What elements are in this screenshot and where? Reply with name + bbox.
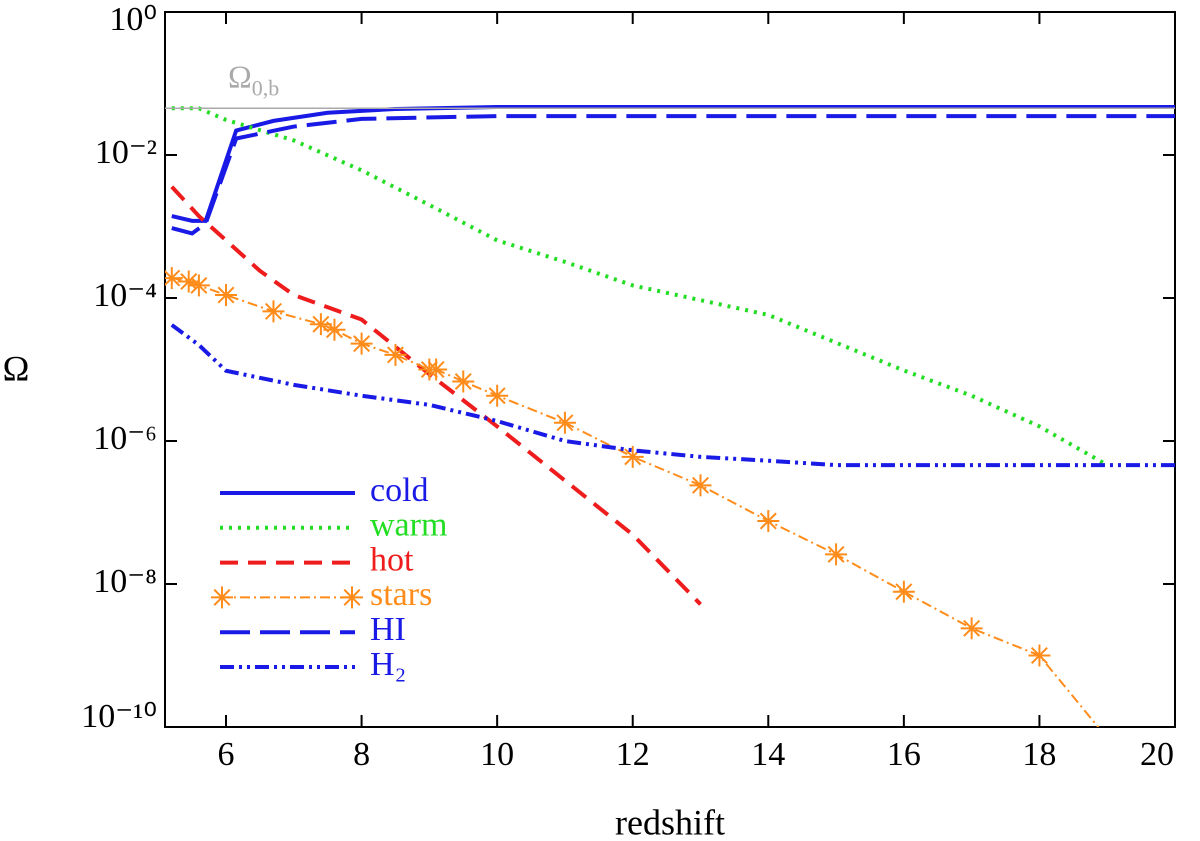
star-marker [215, 284, 238, 307]
star-marker [1096, 727, 1118, 749]
star-marker [892, 580, 915, 603]
star-marker [165, 267, 183, 290]
x-tick-label: 8 [353, 736, 370, 773]
plot-area [165, 104, 1175, 749]
star-marker [341, 586, 363, 609]
star-stroke [353, 335, 371, 353]
star-marker [262, 300, 285, 323]
annotation-label: Ω0,b [228, 59, 279, 101]
legend-label: stars [370, 576, 432, 613]
star-stroke [217, 286, 235, 304]
star-marker [689, 474, 712, 497]
star-marker [384, 343, 407, 366]
x-tick-label: 14 [751, 736, 785, 773]
star-marker [350, 332, 373, 355]
star-stroke [556, 414, 574, 432]
legend-label: H₂ [370, 646, 406, 683]
y-tick-label: 10⁻⁶ [93, 420, 157, 457]
star-stroke [1099, 730, 1115, 746]
series-line [171, 106, 1109, 467]
series-line [170, 185, 702, 606]
star-stroke [312, 315, 330, 333]
y-tick-label: 10⁰ [109, 1, 157, 38]
star-stroke [386, 346, 404, 364]
star-stroke [325, 321, 343, 339]
x-tick-label: 12 [616, 736, 650, 773]
star-stroke [1030, 647, 1048, 664]
star-marker [187, 274, 210, 297]
star-stroke [895, 583, 913, 601]
star-marker [211, 586, 233, 609]
star-stroke [343, 588, 361, 606]
x-axis-label: redshift [615, 802, 725, 841]
star-stroke [264, 302, 282, 320]
star-marker [323, 318, 346, 341]
star-marker [452, 370, 475, 393]
x-tick-label: 20 [1140, 736, 1174, 773]
x-tick-label: 16 [887, 736, 921, 773]
star-marker [486, 384, 509, 407]
star-marker [1028, 644, 1051, 667]
series-line [171, 277, 1100, 727]
y-tick-label: 10⁻² [95, 134, 157, 171]
star-stroke [692, 476, 709, 494]
star-marker [553, 411, 576, 434]
series-line [171, 114, 1175, 236]
y-axis-label: Ω [3, 348, 30, 388]
series-line [170, 323, 1175, 468]
star-stroke [165, 269, 181, 287]
x-tick-label: 18 [1022, 736, 1056, 773]
legend-label: hot [370, 541, 414, 578]
x-tick-label: 10 [480, 736, 514, 773]
y-tick-label: 10⁻¹⁰ [81, 698, 157, 735]
legend-label: cold [370, 472, 429, 509]
star-stroke [180, 273, 198, 291]
x-tick-label: 6 [218, 736, 235, 773]
star-stroke [427, 361, 445, 378]
star-marker [825, 543, 848, 566]
plot-frame [164, 11, 1176, 728]
legend-label: warm [370, 507, 447, 544]
star-stroke [190, 276, 208, 294]
star-stroke [759, 512, 777, 530]
star-marker [757, 510, 780, 533]
star-stroke [963, 619, 981, 637]
annotation-symbol: Ω [228, 59, 252, 95]
star-marker [960, 617, 983, 640]
y-tick-label: 10⁻⁸ [93, 563, 157, 600]
star-stroke [827, 545, 845, 563]
y-tick-label: 10⁻⁴ [93, 277, 157, 314]
star-stroke [1099, 730, 1115, 746]
star-marker [425, 358, 448, 381]
star-stroke [213, 588, 231, 606]
star-stroke [488, 387, 506, 405]
annotation-subscript: 0,b [252, 75, 280, 100]
star-stroke [454, 372, 472, 390]
legend-label: HI [370, 611, 406, 648]
